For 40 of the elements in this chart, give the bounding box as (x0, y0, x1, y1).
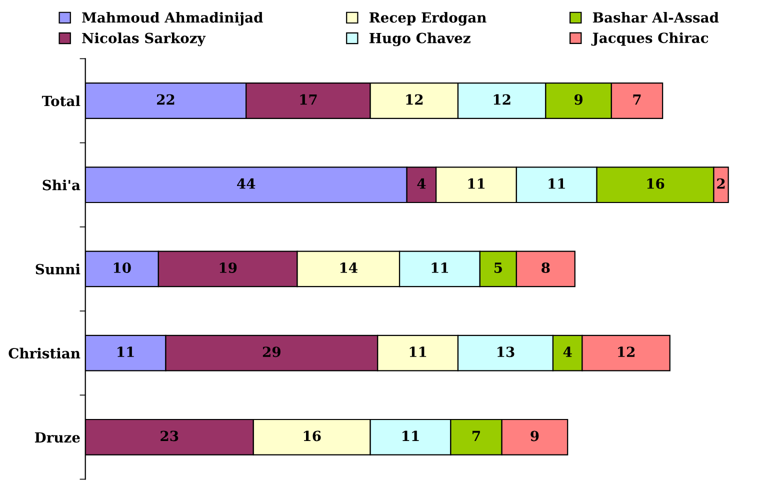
data-label: 11 (402, 430, 419, 441)
data-label: 11 (410, 346, 426, 357)
data-label: 17 (300, 94, 317, 105)
data-label: 23 (160, 430, 178, 442)
legend-label: Hugo Chavez (369, 32, 470, 46)
data-label: 29 (262, 346, 280, 358)
data-label: 5 (494, 262, 502, 273)
legend-label: Jacques Chirac (591, 32, 708, 46)
y-tick-label: Christian (8, 348, 80, 359)
data-label: 12 (406, 94, 423, 105)
data-label: 13 (498, 346, 514, 358)
data-label: 11 (468, 178, 485, 189)
data-label: 44 (237, 178, 256, 189)
data-label: 7 (472, 430, 480, 441)
y-tick-label: Druze (34, 432, 80, 443)
data-label: 11 (548, 178, 565, 189)
data-label: 2 (717, 178, 725, 189)
data-label: 9 (530, 430, 539, 442)
legend-label: Recep Erdogan (369, 12, 486, 26)
legend-label: Nicolas Sarkozy (82, 32, 206, 46)
data-label: 11 (432, 262, 448, 273)
data-label: 9 (574, 94, 583, 105)
data-label: 8 (542, 262, 550, 273)
data-label: 10 (114, 262, 131, 273)
data-label: 22 (156, 94, 174, 105)
data-label: 12 (618, 346, 634, 357)
data-label: 12 (494, 94, 510, 105)
legend-label: Bashar Al-Assad (592, 12, 719, 23)
legend-label: Mahmoud Ahmadinijad (82, 12, 263, 26)
y-tick-label: Total (42, 95, 80, 106)
data-label: 16 (304, 430, 321, 442)
y-tick-label: Shi'a (42, 180, 80, 190)
data-label: 7 (633, 94, 641, 105)
data-label: 11 (118, 346, 134, 357)
y-tick-label: Sunni (36, 264, 80, 274)
data-label: 4 (417, 178, 426, 189)
data-label: 16 (647, 178, 664, 189)
data-label: 14 (340, 262, 358, 273)
data-label: 4 (563, 346, 572, 357)
data-label: 19 (220, 262, 237, 273)
